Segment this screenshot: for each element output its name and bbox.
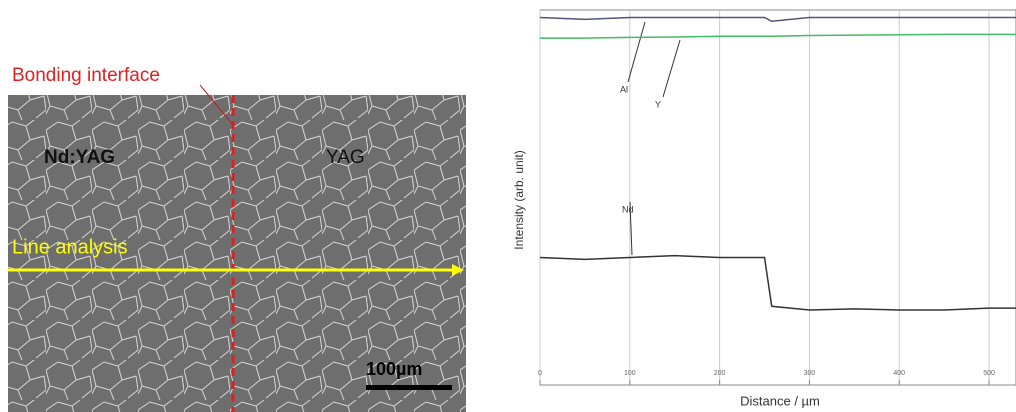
line-label: Line analysis [12,236,128,258]
grain-texture [8,95,466,412]
y-axis-label: Intensity (arb. unit) [512,150,526,249]
left-label: Nd:YAG [44,147,115,168]
plot-frame [539,9,1016,386]
interface-label: Bonding interface [12,65,160,86]
arrow-head [452,264,464,276]
x-tick-label: 100 [624,370,636,377]
line-series [539,16,1016,23]
series-label: Y [655,99,661,109]
line-series [540,33,1016,39]
line-series [539,254,1016,311]
interface-pointer [199,84,234,126]
x-tick-label: 0 [538,370,542,377]
x-tick-label: 500 [983,370,995,377]
x-axis-label: Distance / µm [740,393,820,408]
micrograph: Bonding interface Nd:YAG YAG Line analys… [8,65,466,412]
annotation-arrow [662,39,681,98]
series-label: Nd [622,204,634,214]
annotation-arrow [627,21,646,83]
x-tick-label: 400 [893,370,905,377]
right-label: YAG [326,147,365,168]
x-tick-label: 300 [804,370,816,377]
series-label: Al [620,84,628,94]
annotation-arrow [629,201,633,256]
scale-bar [366,385,452,390]
scale-bar-label: 100µm [366,359,422,379]
x-tick-label: 200 [714,370,726,377]
